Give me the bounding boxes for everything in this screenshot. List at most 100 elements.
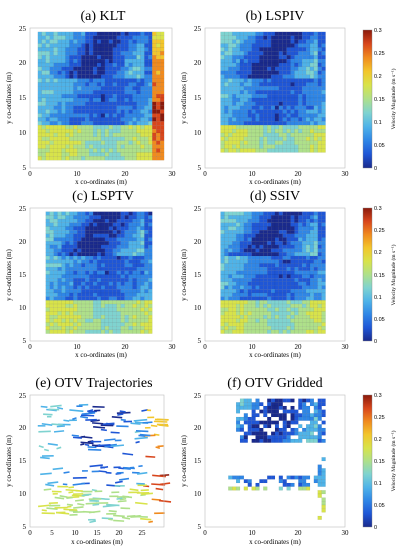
velocity-cell <box>255 132 260 138</box>
velocity-cell <box>302 307 307 312</box>
velocity-cell <box>152 78 157 83</box>
velocity-cell <box>77 105 82 110</box>
velocity-cell <box>108 259 113 264</box>
velocity-cell <box>255 237 260 242</box>
velocity-cell <box>41 86 46 91</box>
velocity-cell <box>116 237 121 242</box>
velocity-cell <box>235 230 241 234</box>
velocity-cell <box>160 105 165 110</box>
velocity-cell <box>317 125 322 130</box>
velocity-cell <box>228 274 233 279</box>
velocity-cell <box>112 237 117 242</box>
velocity-cell <box>228 255 233 260</box>
velocity-cell <box>144 318 149 323</box>
velocity-cell <box>274 70 280 75</box>
velocity-cell <box>144 117 149 122</box>
velocity-cell <box>255 427 260 432</box>
velocity-cell <box>124 66 129 71</box>
velocity-cell <box>235 315 241 319</box>
velocity-cell <box>108 97 113 103</box>
velocity-cell <box>232 132 237 138</box>
plot-frame <box>29 27 173 169</box>
velocity-cell <box>53 93 58 99</box>
velocity-cell <box>81 318 86 323</box>
velocity-cell <box>267 31 272 36</box>
velocity-cell <box>57 152 62 157</box>
velocity-cell <box>49 300 54 305</box>
velocity-cell <box>282 58 287 64</box>
plot-frame <box>29 394 165 528</box>
velocity-cell <box>57 237 62 242</box>
velocity-cell <box>302 292 307 297</box>
velocity-cell <box>85 62 90 68</box>
velocity-cell <box>255 144 260 149</box>
velocity-cell <box>112 128 117 134</box>
velocity-cell <box>112 93 117 99</box>
velocity-cell <box>148 303 153 308</box>
velocity-cell <box>270 270 276 275</box>
velocity-cell <box>85 156 90 161</box>
velocity-cell <box>41 97 46 103</box>
velocity-cell <box>37 70 42 75</box>
velocity-cell <box>321 318 326 323</box>
velocity-cell <box>309 93 315 99</box>
velocity-cell <box>45 62 50 68</box>
velocity-cell <box>263 93 268 99</box>
velocity-cell <box>77 252 82 257</box>
velocity-cell <box>259 47 264 52</box>
trajectory-segment <box>116 497 123 500</box>
trajectory-segment <box>139 433 151 437</box>
velocity-cell <box>57 51 62 56</box>
velocity-cell <box>112 136 117 141</box>
velocity-cell <box>69 62 74 68</box>
velocity-cell <box>37 156 42 161</box>
velocity-cell <box>251 117 256 122</box>
velocity-cell <box>136 144 141 149</box>
velocity-cell <box>53 62 58 68</box>
velocity-cell <box>305 70 311 75</box>
velocity-cell <box>37 128 42 134</box>
velocity-cell <box>290 409 295 414</box>
velocity-cell <box>116 307 121 312</box>
velocity-cell <box>136 281 141 286</box>
velocity-cell <box>286 66 291 71</box>
velocity-cell <box>282 74 287 79</box>
velocity-cell <box>148 241 153 246</box>
velocity-field <box>220 211 326 334</box>
velocity-cell <box>92 35 98 40</box>
velocity-cell <box>290 215 295 220</box>
velocity-cell <box>116 230 121 234</box>
velocity-cell <box>232 281 237 286</box>
velocity-cell <box>321 241 326 246</box>
velocity-cell <box>85 70 90 75</box>
velocity-cell <box>270 82 276 87</box>
velocity-cell <box>274 248 280 253</box>
velocity-cell <box>309 233 315 238</box>
velocity-cell <box>96 140 102 145</box>
velocity-cell <box>140 230 145 234</box>
x-axis-label: x co-ordinates (m) <box>71 538 123 546</box>
velocity-cell <box>302 475 307 480</box>
velocity-cell <box>263 300 268 305</box>
velocity-cell <box>116 259 121 264</box>
velocity-cell <box>302 70 307 75</box>
velocity-cell <box>100 296 106 301</box>
velocity-cell <box>120 144 125 149</box>
velocity-cell <box>65 90 70 95</box>
velocity-cell <box>89 300 94 305</box>
velocity-cell <box>302 43 307 48</box>
velocity-cell <box>116 233 121 238</box>
velocity-cell <box>220 86 225 91</box>
velocity-cell <box>294 270 299 275</box>
velocity-cell <box>156 144 161 149</box>
velocity-cell <box>309 402 315 407</box>
velocity-cell <box>77 93 82 99</box>
velocity-cell <box>220 289 225 294</box>
velocity-cell <box>45 86 50 91</box>
velocity-cell <box>263 144 268 149</box>
velocity-cell <box>267 148 272 153</box>
velocity-cell <box>112 233 117 238</box>
velocity-field <box>45 211 153 334</box>
velocity-cell <box>290 125 295 130</box>
velocity-cell <box>120 35 125 40</box>
